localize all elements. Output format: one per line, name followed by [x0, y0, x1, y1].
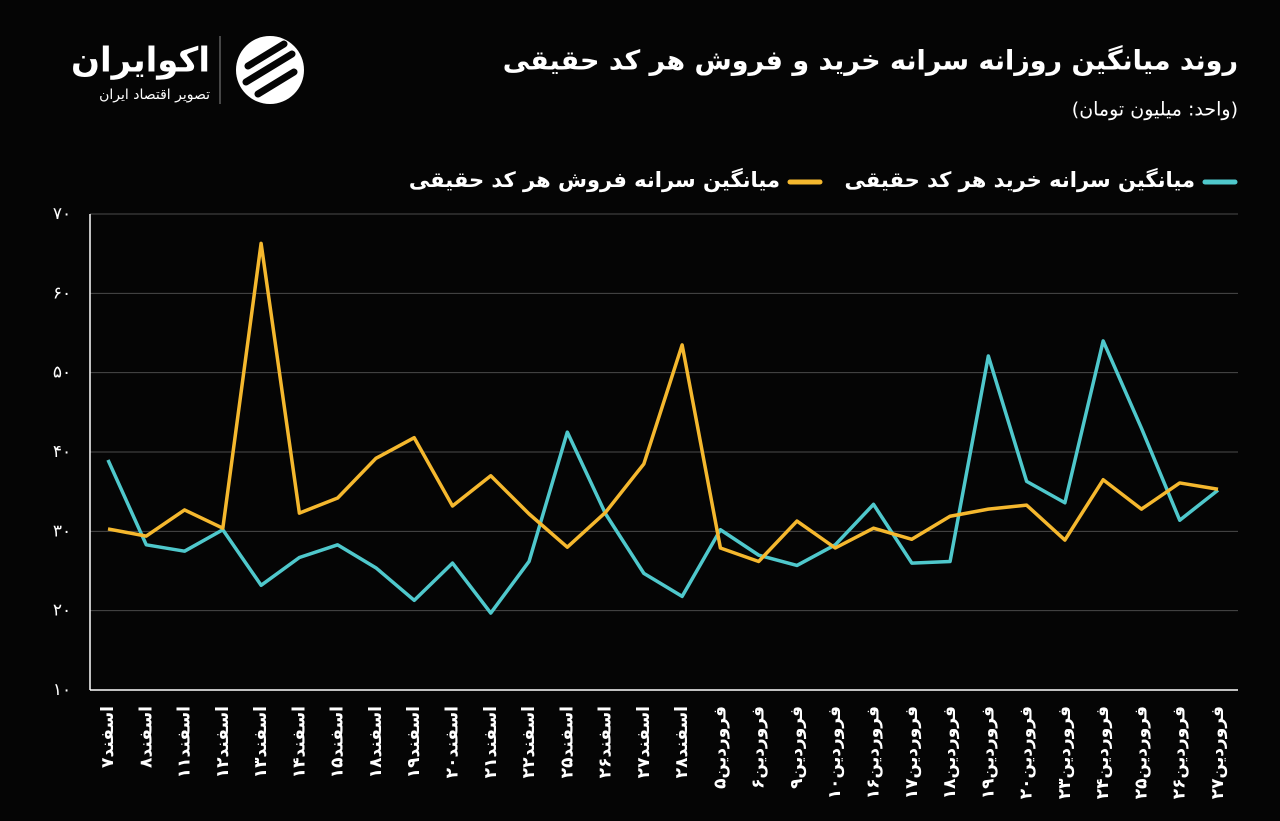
- y-tick-label: ۷۰: [53, 204, 71, 224]
- x-tick-label: فروردین۵: [710, 706, 730, 789]
- x-tick-label: اسفند۲۰: [442, 706, 462, 778]
- x-tick-label: فروردین۱۹: [978, 706, 998, 799]
- data-line: [107, 241, 1219, 564]
- y-tick-label: ۳۰: [53, 521, 71, 541]
- chart-subtitle: (واحد: میلیون تومان): [1072, 99, 1238, 121]
- x-tick-label: اسفند۱۲: [213, 706, 233, 778]
- x-tick-label: اسفند۲۶: [596, 706, 616, 778]
- y-tick-label: ۲۰: [53, 601, 71, 621]
- x-tick-label: فروردین۱۷: [902, 706, 922, 799]
- legend-label: میانگین سرانه خرید هر کد حقیقی: [845, 167, 1195, 192]
- x-tick-label: فروردین۲۶: [1170, 706, 1190, 799]
- x-tick-label: اسفند۲۷: [634, 706, 654, 778]
- x-tick-label: فروردین۲۵: [1131, 706, 1151, 799]
- x-tick-label: اسفند۲۵: [557, 706, 577, 778]
- x-tick-label: اسفند۲۲: [519, 706, 539, 778]
- x-tick-label: فروردین۱۰: [825, 706, 845, 799]
- x-tick-label: فروردین۱۶: [864, 706, 884, 799]
- x-tick-label: فروردین۱۸: [940, 706, 960, 799]
- x-tick-label: اسفند۷: [98, 706, 118, 768]
- y-tick-label: ۵۰: [53, 363, 71, 383]
- x-tick-label: اسفند۸: [136, 706, 156, 768]
- x-tick-label: اسفند۱۸: [366, 706, 386, 778]
- x-tick-label: اسفند۲۸: [672, 706, 692, 778]
- legend-label: میانگین سرانه فروش هر کد حقیقی: [409, 167, 780, 192]
- chart-title: روند میانگین روزانه سرانه خرید و فروش هر…: [503, 45, 1238, 77]
- logo-name: اکوایران: [71, 41, 210, 81]
- y-tick-label: ۶۰: [53, 283, 71, 303]
- x-tick-label: فروردین۶: [749, 706, 769, 789]
- x-tick-label: فروردین۹: [787, 706, 807, 789]
- logo-icon: [236, 36, 304, 104]
- data-line: [106, 339, 1220, 615]
- y-tick-label: ۱۰: [53, 680, 71, 700]
- x-tick-label: فروردین۲۳: [1055, 706, 1075, 799]
- x-tick-label: اسفند۱۱: [175, 706, 195, 778]
- x-tick-label: اسفند۱۴: [289, 706, 309, 778]
- y-tick-label: ۴۰: [53, 442, 71, 462]
- logo-tagline: تصویر اقتصاد ایران: [99, 87, 210, 103]
- x-tick-label: اسفند۲۱: [481, 706, 501, 778]
- x-tick-label: اسفند۱۹: [404, 706, 424, 778]
- x-tick-label: فروردین۲۴: [1093, 706, 1113, 799]
- x-tick-label: فروردین۲۷: [1208, 706, 1228, 799]
- x-tick-label: اسفند۱۵: [328, 706, 348, 778]
- x-tick-label: فروردین۲۰: [1017, 706, 1037, 799]
- x-tick-label: اسفند۱۳: [251, 706, 271, 778]
